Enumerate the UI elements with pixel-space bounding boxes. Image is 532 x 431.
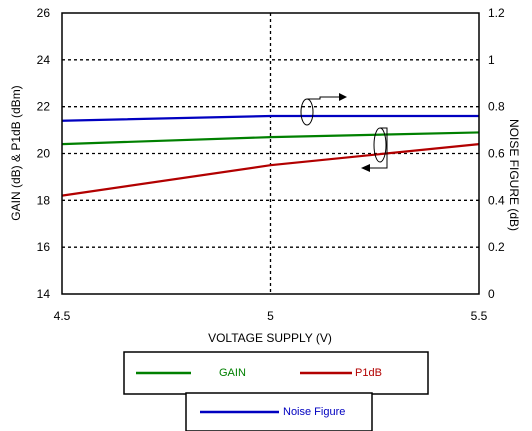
gain-axis-marker-arrowhead: [361, 164, 370, 172]
y2-tick-label: 0: [488, 287, 495, 301]
grid: [62, 13, 479, 294]
y2-tick-label: 0.2: [488, 240, 505, 254]
y-axis-label: GAIN (dB) & P1dB (dBm): [9, 85, 23, 220]
tick-labels: 14 16 18 20 22 24 26 0 0.2 0.4 0.6 0.8 1 1.2 4.5 5 5.5: [37, 6, 505, 323]
series-lines: [61, 114, 480, 197]
plot-frame: [61, 12, 480, 295]
y2-tick-label: 0.8: [488, 100, 505, 114]
x-tick-label: 5.5: [471, 309, 488, 323]
y2-tick-label: 1.2: [488, 6, 505, 20]
nf-axis-marker-arrowhead: [339, 93, 347, 101]
y-tick-label: 14: [37, 287, 51, 301]
nf-axis-marker-ellipse: [300, 98, 314, 126]
x-axis-label: VOLTAGE SUPPLY (V): [208, 331, 332, 345]
legend: GAIN P1dB Noise Figure: [136, 367, 382, 418]
y-tick-label: 24: [37, 53, 51, 67]
gain-axis-marker-arrow: [370, 127, 388, 169]
nf-axis-marker-arrow: [307, 96, 339, 100]
x-tick-label: 4.5: [54, 309, 71, 323]
y2-tick-label: 0.4: [488, 193, 505, 207]
series-line-noise-figure: [61, 114, 479, 122]
series-line-gain: [61, 131, 480, 146]
axis-markers: [300, 93, 388, 172]
x-tick-label: 5: [267, 309, 274, 323]
y-tick-label: 26: [37, 6, 51, 20]
y2-tick-label: 1: [488, 53, 495, 67]
series-line-p1db: [61, 143, 480, 197]
y2-axis-label: NOISE FIGURE (dB): [507, 119, 521, 231]
gain-axis-marker-ellipse: [373, 127, 387, 163]
y2-tick-label: 0.6: [488, 147, 505, 161]
legend-label: P1dB: [355, 367, 382, 379]
y-tick-label: 16: [37, 240, 51, 254]
y-tick-label: 18: [37, 193, 51, 207]
legend-label: GAIN: [219, 367, 246, 379]
y-tick-label: 20: [37, 147, 51, 161]
legend-label: Noise Figure: [283, 406, 345, 418]
y-tick-label: 22: [37, 100, 51, 114]
